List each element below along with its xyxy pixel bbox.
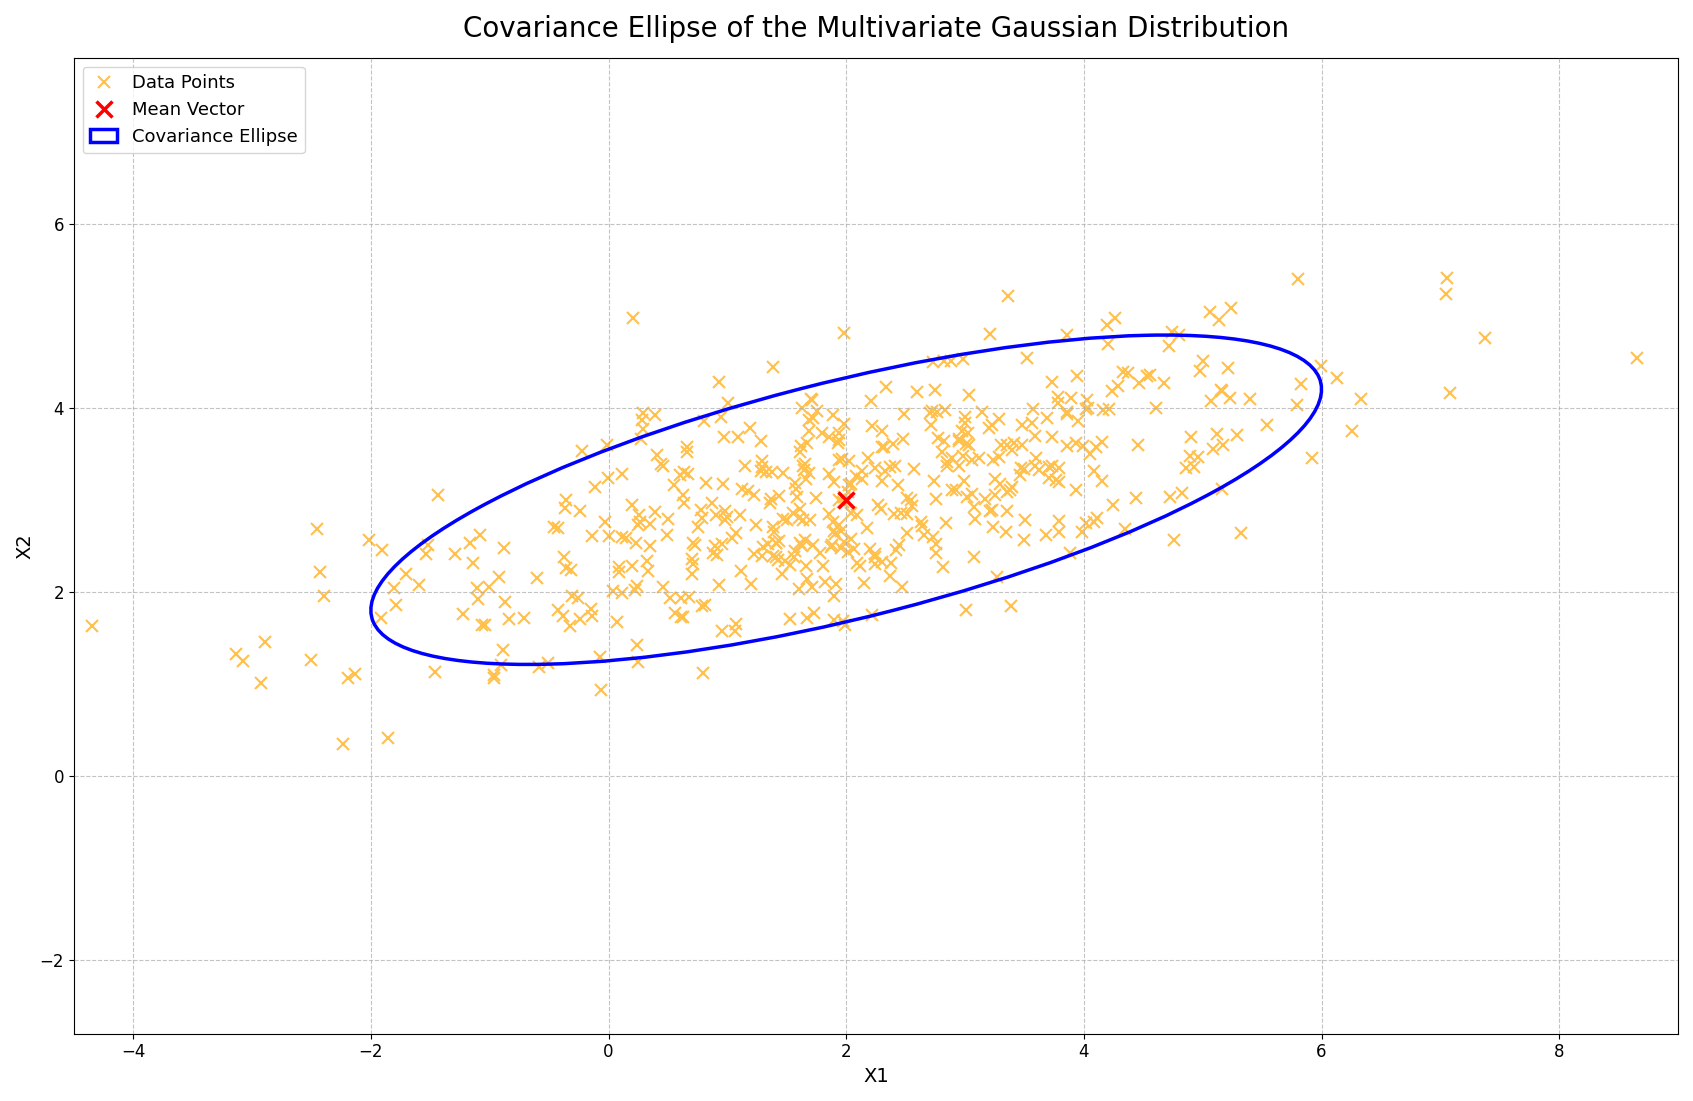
Title: Covariance Ellipse of the Multivariate Gaussian Distribution: Covariance Ellipse of the Multivariate G… (462, 15, 1288, 43)
X-axis label: X1: X1 (863, 1067, 889, 1086)
Y-axis label: X2: X2 (15, 533, 34, 558)
Data Points (677, 446, 698, 459)
Data Points (923, 531, 943, 544)
Data Points (301, 654, 322, 667)
Data Points (721, 531, 742, 544)
Data Points (334, 738, 354, 751)
Data Points (692, 511, 713, 524)
Data Points (958, 426, 979, 439)
Data Points (1210, 384, 1231, 397)
Data Points (1192, 355, 1212, 368)
Data Points (1437, 271, 1458, 284)
Legend: Data Points, Mean Vector, Covariance Ellipse: Data Points, Mean Vector, Covariance Ell… (83, 67, 305, 153)
Line: Data Points: Data Points (86, 272, 1642, 750)
